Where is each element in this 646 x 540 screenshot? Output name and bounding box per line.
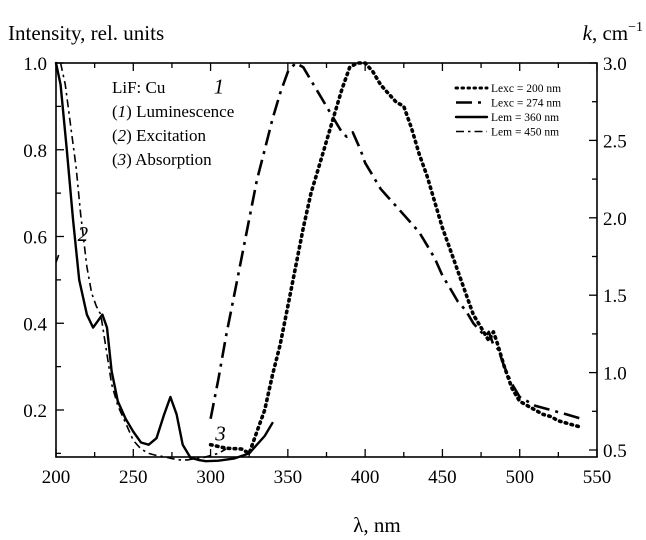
annotation-text: Luminescence (136, 102, 234, 121)
y-axis-title: Intensity, rel. units (8, 21, 164, 45)
annotation-item: (1) Luminescence (112, 102, 234, 121)
y-tick-label: 0.2 (23, 401, 47, 422)
legend-label: Lem = 360 nm (491, 112, 559, 124)
x-tick-label: 200 (42, 467, 71, 488)
y2-axis-unit: , cm (592, 21, 628, 45)
x-tick-label: 550 (583, 467, 612, 488)
y2-tick-label: 0.5 (603, 441, 627, 462)
legend: Lexc = 200 nm Lexc = 274 nm Lem = 360 nm Le… (454, 83, 561, 139)
series-line-4 (59, 62, 227, 461)
annotation-paren-close: ) (126, 126, 136, 145)
curve-labels: 1 2 3 (78, 74, 226, 445)
annotation-item: (2) Excitation (112, 126, 206, 145)
x-axis-title: λ, nm (353, 513, 401, 537)
legend-label: Lexc = 274 nm (491, 98, 561, 110)
series-line-3 (54, 61, 274, 463)
annotation-title: LiF: Cu (112, 78, 166, 97)
annotation-item: (3) Absorption (112, 150, 212, 169)
x-tick-label: 350 (274, 467, 303, 488)
x-tick-label: 450 (428, 467, 457, 488)
y-tick-label: 0.4 (23, 314, 47, 335)
y2-axis-title: k, cm−1 (583, 20, 643, 45)
annotation-paren-open: ( (112, 102, 118, 121)
annotation-paren-open: ( (112, 126, 118, 145)
series-line-5 (55, 253, 60, 263)
x-tick-label: 500 (505, 467, 534, 488)
x-tick-label: 300 (196, 467, 225, 488)
curves (54, 61, 584, 463)
y2-axis-exp: −1 (628, 20, 643, 35)
y-tick-label: 0.8 (23, 141, 47, 162)
series-line-1 (208, 61, 584, 456)
annotation-items: (1) Luminescence(2) Excitation(3) Absorp… (112, 102, 234, 169)
annotation-paren-open: ( (112, 150, 118, 169)
annotation-text: Excitation (136, 126, 206, 145)
y2-tick-label: 1.0 (603, 364, 627, 385)
y2-axis-var: k (583, 21, 593, 45)
curve-label: 1 (214, 74, 225, 98)
annotation-text: Absorption (135, 150, 212, 169)
y2-tick-label: 3.0 (603, 54, 627, 75)
x-tick-label: 250 (119, 467, 148, 488)
legend-label: Lem = 450 nm (491, 127, 559, 139)
legend-label: Lexc = 200 nm (491, 83, 561, 95)
series-line-2 (209, 61, 582, 420)
curve-label: 3 (214, 421, 226, 445)
curve-label: 2 (78, 222, 89, 246)
y-tick-label: 1.0 (23, 54, 47, 75)
x-tick-label: 400 (351, 467, 380, 488)
y2-tick-label: 2.5 (603, 131, 627, 152)
annotation-paren-close: ) (126, 102, 136, 121)
annotation-number: 3 (117, 150, 127, 169)
annotation-number: 1 (118, 102, 127, 121)
y2-tick-label: 2.0 (603, 209, 627, 230)
annotation-number: 2 (118, 126, 127, 145)
ticks: 200 250 300 350 400 450 500 550 0.2 0.4 0.6 0.8 1.0 0… (23, 54, 627, 488)
annotation-paren-close: ) (126, 150, 135, 169)
y-tick-label: 0.6 (23, 228, 47, 249)
y2-tick-label: 1.5 (603, 286, 627, 307)
